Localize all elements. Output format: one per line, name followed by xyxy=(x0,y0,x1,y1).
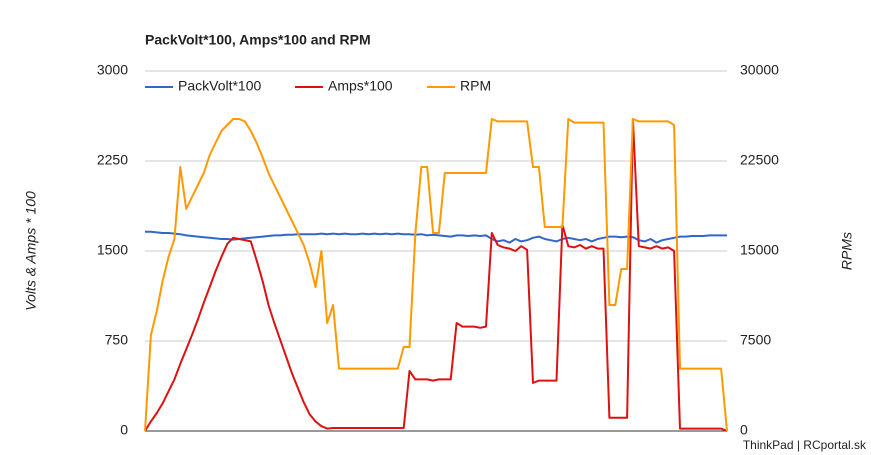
y2-tick-label: 30000 xyxy=(740,62,779,78)
y-tick-label: 750 xyxy=(105,332,129,348)
y-axis-title: Volts & Amps * 100 xyxy=(23,191,39,311)
y2-tick-label: 7500 xyxy=(740,332,771,348)
y-tick-label: 2250 xyxy=(97,152,128,168)
series-line xyxy=(144,118,728,432)
y2-tick-label: 15000 xyxy=(740,242,779,258)
chart-title: PackVolt*100, Amps*100 and RPM xyxy=(145,32,371,48)
y-tick-label: 3000 xyxy=(97,62,128,78)
y-tick-label: 1500 xyxy=(97,242,128,258)
y2-axis-title: RPMs xyxy=(839,232,855,270)
series-line xyxy=(144,118,728,432)
footer: ThinkPad | RCportal.sk xyxy=(743,438,867,452)
legend-label: RPM xyxy=(460,78,491,94)
y2-tick-label: 0 xyxy=(740,422,748,438)
y2-tick-label: 22500 xyxy=(740,152,779,168)
legend-label: Amps*100 xyxy=(328,78,393,94)
y-tick-label: 0 xyxy=(120,422,128,438)
legend-label: PackVolt*100 xyxy=(178,78,261,94)
